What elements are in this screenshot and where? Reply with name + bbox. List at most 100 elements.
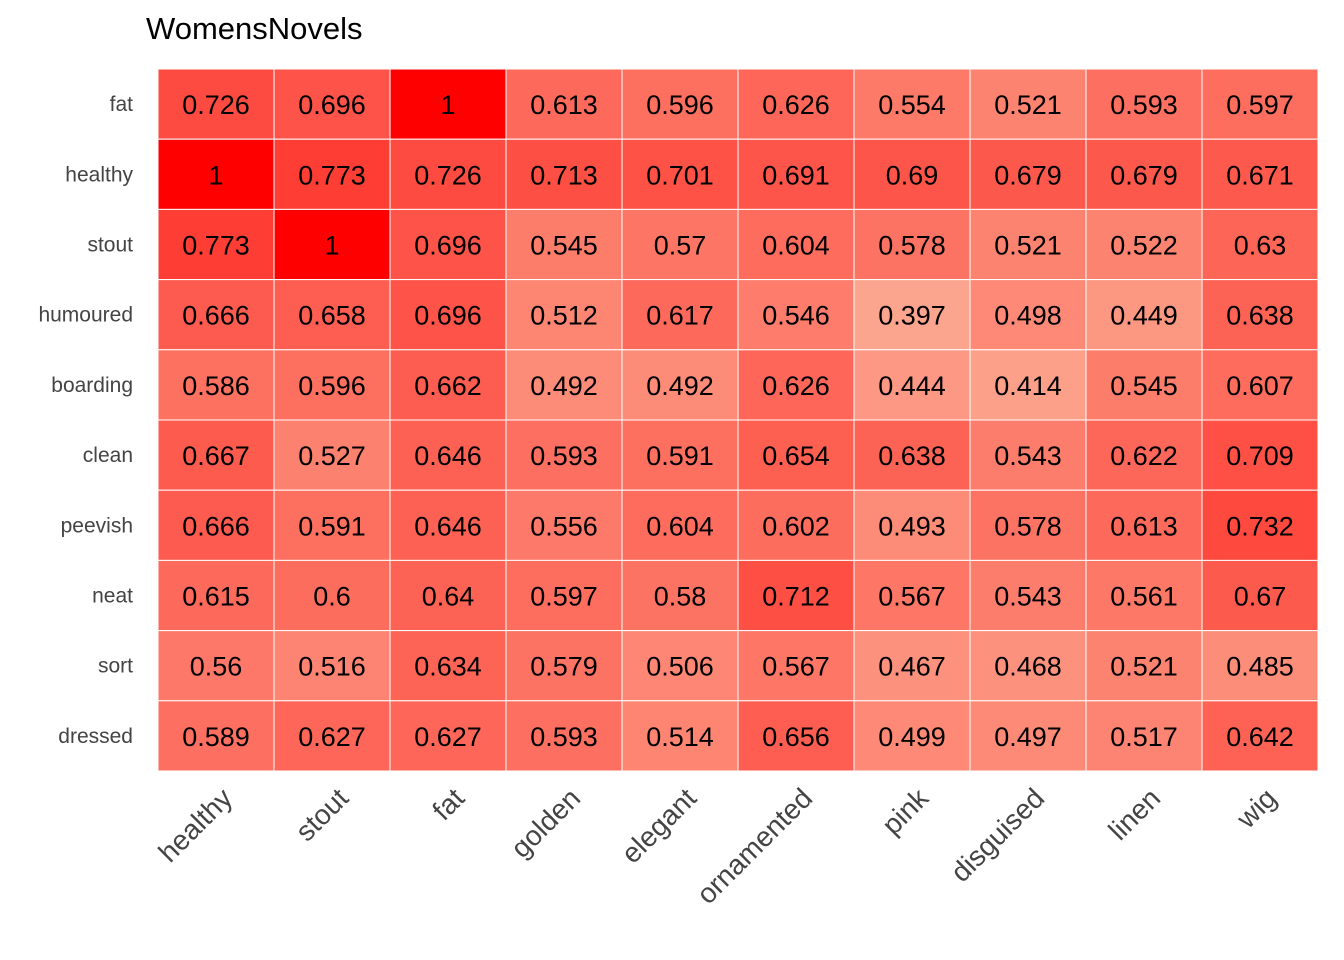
heatmap-cell xyxy=(505,630,623,702)
x-axis-tick-label: wig xyxy=(1230,782,1282,834)
heatmap-cell-value: 0.593 xyxy=(1110,90,1178,120)
heatmap-cell xyxy=(853,208,971,281)
heatmap-cell-value: 0.773 xyxy=(182,231,250,261)
heatmap-cell-value: 0.626 xyxy=(762,90,830,120)
heatmap-cell xyxy=(157,700,275,772)
chart-title: WomensNovels xyxy=(146,11,363,46)
heatmap-cell xyxy=(505,68,623,140)
heatmap-cell xyxy=(1085,559,1203,632)
heatmap-cell xyxy=(969,68,1087,140)
heatmap-cell xyxy=(737,489,855,561)
heatmap-cell xyxy=(1201,138,1319,210)
heatmap-cell xyxy=(1201,279,1319,351)
heatmap-cell-value: 0.701 xyxy=(646,160,714,190)
heatmap-cell-value: 0.654 xyxy=(762,441,830,471)
heatmap-cell-value: 0.521 xyxy=(994,90,1062,120)
heatmap-cell xyxy=(389,559,507,632)
heatmap-cell-value: 0.604 xyxy=(762,231,830,261)
y-axis-tick-label: stout xyxy=(87,234,133,257)
y-axis-tick-label: sort xyxy=(98,655,133,678)
heatmap-cell-value: 1 xyxy=(324,231,339,261)
heatmap-cell xyxy=(273,700,391,772)
y-axis-tick-label: neat xyxy=(92,585,133,608)
heatmap-cell xyxy=(621,208,739,281)
heatmap-cell-value: 0.498 xyxy=(994,301,1062,331)
heatmap-cell-value: 0.626 xyxy=(762,371,830,401)
heatmap-cell-value: 0.556 xyxy=(530,511,598,541)
heatmap-cell xyxy=(389,700,507,772)
heatmap-cell-value: 0.709 xyxy=(1226,441,1294,471)
heatmap-cell xyxy=(1201,68,1319,140)
x-axis-tick-label: pink xyxy=(876,782,935,841)
heatmap-cell xyxy=(1085,138,1203,210)
heatmap-cell-value: 1 xyxy=(440,90,455,120)
heatmap-cell-value: 0.467 xyxy=(878,652,946,682)
heatmap-cell-value: 0.622 xyxy=(1110,441,1178,471)
heatmap-cell xyxy=(157,68,275,140)
y-axis-tick-label: boarding xyxy=(51,374,133,397)
heatmap-cell xyxy=(1085,208,1203,281)
heatmap-cell xyxy=(389,68,507,140)
heatmap-cell-value: 0.691 xyxy=(762,160,830,190)
heatmap-cell-value: 0.492 xyxy=(530,371,598,401)
heatmap-cell xyxy=(969,208,1087,281)
heatmap-cell-value: 0.646 xyxy=(414,511,482,541)
heatmap-cell-value: 0.586 xyxy=(182,371,250,401)
heatmap-cell-value: 0.444 xyxy=(878,371,946,401)
heatmap-cell-value: 0.589 xyxy=(182,722,250,752)
heatmap-cell xyxy=(737,68,855,140)
heatmap-cell xyxy=(853,700,971,772)
heatmap-cell-value: 0.543 xyxy=(994,582,1062,612)
y-axis-tick-label: healthy xyxy=(65,163,133,186)
heatmap-cell-value: 0.726 xyxy=(414,160,482,190)
heatmap-cell-value: 0.593 xyxy=(530,441,598,471)
x-axis-tick-label: golden xyxy=(505,782,586,863)
heatmap-cell xyxy=(505,138,623,210)
heatmap-cell-value: 0.468 xyxy=(994,652,1062,682)
heatmap-cell-labels: 0.726 0.696 1 0.613 0.596 0.626 0.554 0.521 0.59… xyxy=(182,90,1294,752)
heatmap-cell-value: 0.512 xyxy=(530,301,598,331)
x-axis-tick-label: elegant xyxy=(615,782,702,869)
y-axis-tick-label: humoured xyxy=(38,304,133,327)
heatmap-cell xyxy=(621,349,739,421)
heatmap-cell-value: 0.578 xyxy=(878,231,946,261)
heatmap-cell-value: 0.656 xyxy=(762,722,830,752)
heatmap-cell xyxy=(737,559,855,632)
heatmap-cell xyxy=(1201,559,1319,632)
heatmap-cell xyxy=(621,700,739,772)
heatmap-cell-value: 0.567 xyxy=(878,582,946,612)
heatmap-cell-value: 0.646 xyxy=(414,441,482,471)
heatmap-cell xyxy=(969,349,1087,421)
heatmap-cell-value: 0.638 xyxy=(1226,301,1294,331)
heatmap-cell-value: 0.773 xyxy=(298,160,366,190)
heatmap-cell xyxy=(969,559,1087,632)
y-axis-tick-labels: fat healthy stout humoured boarding clean peev… xyxy=(38,93,133,748)
heatmap-cell-value: 0.696 xyxy=(298,90,366,120)
heatmap-cell xyxy=(621,630,739,702)
heatmap-cell xyxy=(273,630,391,702)
heatmap-cell-value: 0.613 xyxy=(1110,511,1178,541)
heatmap-cell-value: 0.638 xyxy=(878,441,946,471)
heatmap-cell-value: 0.521 xyxy=(1110,652,1178,682)
heatmap-cell-value: 0.506 xyxy=(646,652,714,682)
heatmap-cell-value: 0.662 xyxy=(414,371,482,401)
heatmap-cell-value: 0.607 xyxy=(1226,371,1294,401)
x-axis-tick-label: fat xyxy=(426,782,470,826)
heatmap-cell-value: 0.627 xyxy=(298,722,366,752)
heatmap-cell xyxy=(505,489,623,561)
heatmap-cell xyxy=(505,419,623,491)
heatmap-cell xyxy=(505,700,623,772)
heatmap-cells xyxy=(157,68,1319,772)
heatmap-cell-value: 0.493 xyxy=(878,511,946,541)
heatmap-cell xyxy=(621,559,739,632)
heatmap-cell-value: 0.696 xyxy=(414,231,482,261)
x-axis-tick-label: healthy xyxy=(152,782,238,868)
heatmap-cell-value: 0.579 xyxy=(530,652,598,682)
heatmap-cell-value: 0.69 xyxy=(886,160,939,190)
heatmap-cell-value: 0.546 xyxy=(762,301,830,331)
heatmap-cell xyxy=(737,700,855,772)
heatmap-cell-value: 0.597 xyxy=(1226,90,1294,120)
heatmap-cell-value: 0.658 xyxy=(298,301,366,331)
